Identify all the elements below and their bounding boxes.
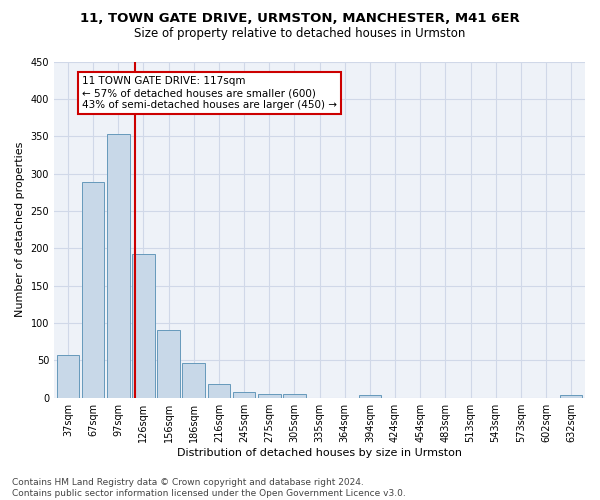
Text: 11 TOWN GATE DRIVE: 117sqm
← 57% of detached houses are smaller (600)
43% of sem: 11 TOWN GATE DRIVE: 117sqm ← 57% of deta…: [82, 76, 337, 110]
Bar: [359, 396, 381, 398]
Text: Contains HM Land Registry data © Crown copyright and database right 2024.
Contai: Contains HM Land Registry data © Crown c…: [12, 478, 406, 498]
Text: 11, TOWN GATE DRIVE, URMSTON, MANCHESTER, M41 6ER: 11, TOWN GATE DRIVE, URMSTON, MANCHESTER…: [80, 12, 520, 26]
Bar: [82, 182, 104, 398]
Bar: [283, 394, 305, 398]
Bar: [157, 330, 180, 398]
Bar: [208, 384, 230, 398]
Y-axis label: Number of detached properties: Number of detached properties: [15, 142, 25, 317]
Bar: [233, 392, 256, 398]
Text: Size of property relative to detached houses in Urmston: Size of property relative to detached ho…: [134, 28, 466, 40]
X-axis label: Distribution of detached houses by size in Urmston: Distribution of detached houses by size …: [177, 448, 462, 458]
Bar: [132, 254, 155, 398]
Bar: [56, 355, 79, 398]
Bar: [560, 396, 583, 398]
Bar: [182, 363, 205, 398]
Bar: [107, 134, 130, 398]
Bar: [258, 394, 281, 398]
